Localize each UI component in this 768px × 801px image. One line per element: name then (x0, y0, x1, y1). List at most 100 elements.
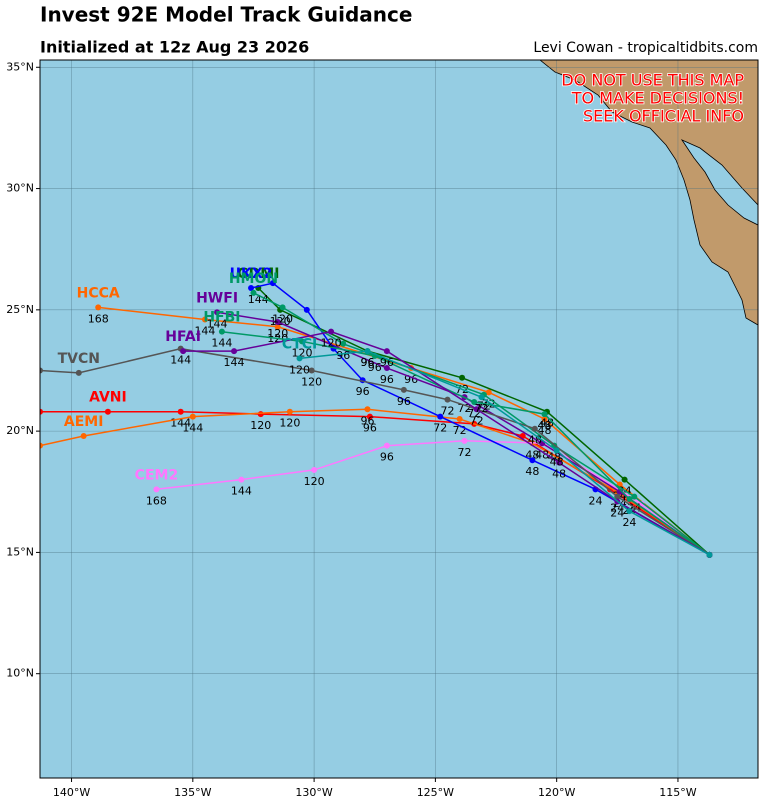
hour-label: 120 (301, 375, 322, 388)
track-point (541, 411, 548, 418)
track-point (364, 348, 371, 355)
hour-label: 24 (610, 506, 624, 519)
track-point (461, 437, 468, 444)
hour-label: 120 (250, 419, 271, 432)
track-point (201, 316, 208, 323)
track-name: HMON (229, 271, 278, 287)
hour-label: 168 (146, 494, 167, 507)
hour-label: 72 (474, 402, 488, 415)
y-tick-label: 10°N (6, 667, 34, 680)
track-point (626, 508, 633, 515)
track-name: HFAI (165, 329, 201, 345)
hour-label: 144 (182, 422, 203, 435)
track-point (328, 328, 335, 335)
track-name: GDMI (237, 266, 279, 282)
track-point (274, 323, 281, 330)
track-point (311, 466, 318, 473)
track-point (153, 486, 160, 493)
track-point (529, 457, 536, 464)
gulf (680, 139, 758, 226)
track-point (40, 408, 43, 415)
coast (539, 60, 758, 326)
hour-label: 120 (304, 475, 325, 488)
track-name: CEM2 (135, 467, 179, 483)
hour-label: 96 (363, 422, 377, 435)
hour-label: 96 (380, 451, 394, 464)
hour-label: 144 (194, 325, 215, 338)
hour-label: 96 (380, 356, 394, 369)
track-point (75, 369, 82, 376)
hour-label: 48 (552, 468, 566, 481)
track-point (40, 442, 43, 449)
track-line (156, 440, 710, 556)
warning: DO NOT USE THIS MAP (561, 71, 744, 90)
track-point (177, 408, 184, 415)
track-name: AEMI (64, 414, 104, 430)
track-point (383, 442, 390, 449)
track-point (257, 411, 264, 418)
hour-label: 144 (170, 354, 191, 367)
title: Invest 92E Model Track Guidance (40, 3, 412, 27)
track-point (189, 413, 196, 420)
track-point (286, 408, 293, 415)
hour-label: 72 (457, 402, 471, 415)
y-tick-label: 20°N (6, 424, 34, 437)
hour-label: 120 (267, 327, 288, 340)
hour-label: 96 (360, 356, 374, 369)
track-point (706, 551, 713, 558)
warning: TO MAKE DECISIONS! (571, 89, 744, 108)
hour-label: 96 (360, 356, 374, 369)
track-point (478, 394, 485, 401)
track-point (298, 338, 305, 345)
x-tick-label: 140°W (53, 786, 90, 799)
track-point (626, 496, 633, 503)
track-point (473, 406, 480, 413)
hour-label: 48 (525, 465, 539, 478)
x-tick-label: 135°W (174, 786, 211, 799)
hour-label: 144 (224, 356, 245, 369)
track-line (299, 350, 710, 556)
hour-label: 48 (550, 456, 564, 469)
track-point (250, 289, 257, 296)
track-line (183, 330, 710, 556)
axes: 140°W 135°W 130°W 125°W 120°W 115°W 10°N 15°N 20… (6, 60, 696, 799)
track-point (248, 285, 255, 292)
track-point (340, 340, 347, 347)
hour-label: 96 (356, 385, 370, 398)
hour-label: 168 (88, 312, 109, 325)
hour-label: 96 (368, 361, 382, 374)
x-tick-label: 120°W (538, 786, 575, 799)
track-point (279, 304, 286, 311)
track-point (444, 396, 451, 403)
x-tick-label: 125°W (417, 786, 454, 799)
hour-label: 48 (535, 448, 549, 461)
track-point (274, 318, 281, 325)
track-point (614, 493, 621, 500)
track-point (269, 280, 276, 287)
hour-label: 120 (289, 363, 310, 376)
hour-label: 144 (231, 485, 252, 498)
track-point (303, 306, 310, 313)
track-point (104, 408, 111, 415)
grid (40, 60, 758, 778)
y-tick-label: 25°N (6, 303, 34, 316)
track-point (40, 367, 43, 374)
x-tick-label: 115°W (659, 786, 696, 799)
track-point (531, 425, 538, 432)
hour-label: 48 (538, 419, 552, 432)
hour-label: 144 (207, 317, 228, 330)
track-name: HWFI (196, 290, 238, 306)
track-point (541, 416, 548, 422)
credit: Levi Cowan - tropicaltidbits.com (533, 40, 758, 56)
track-point (180, 348, 187, 355)
hour-label: 120 (291, 346, 312, 359)
subtitle: Initialized at 12z Aug 23 2026 (40, 38, 309, 57)
hour-label: 144 (248, 293, 269, 306)
track-point (400, 386, 407, 393)
track-point (459, 374, 466, 381)
track-name: CTCI (282, 336, 317, 352)
track-point (308, 367, 315, 374)
hour-label: 96 (397, 395, 411, 408)
track-point (383, 348, 390, 355)
